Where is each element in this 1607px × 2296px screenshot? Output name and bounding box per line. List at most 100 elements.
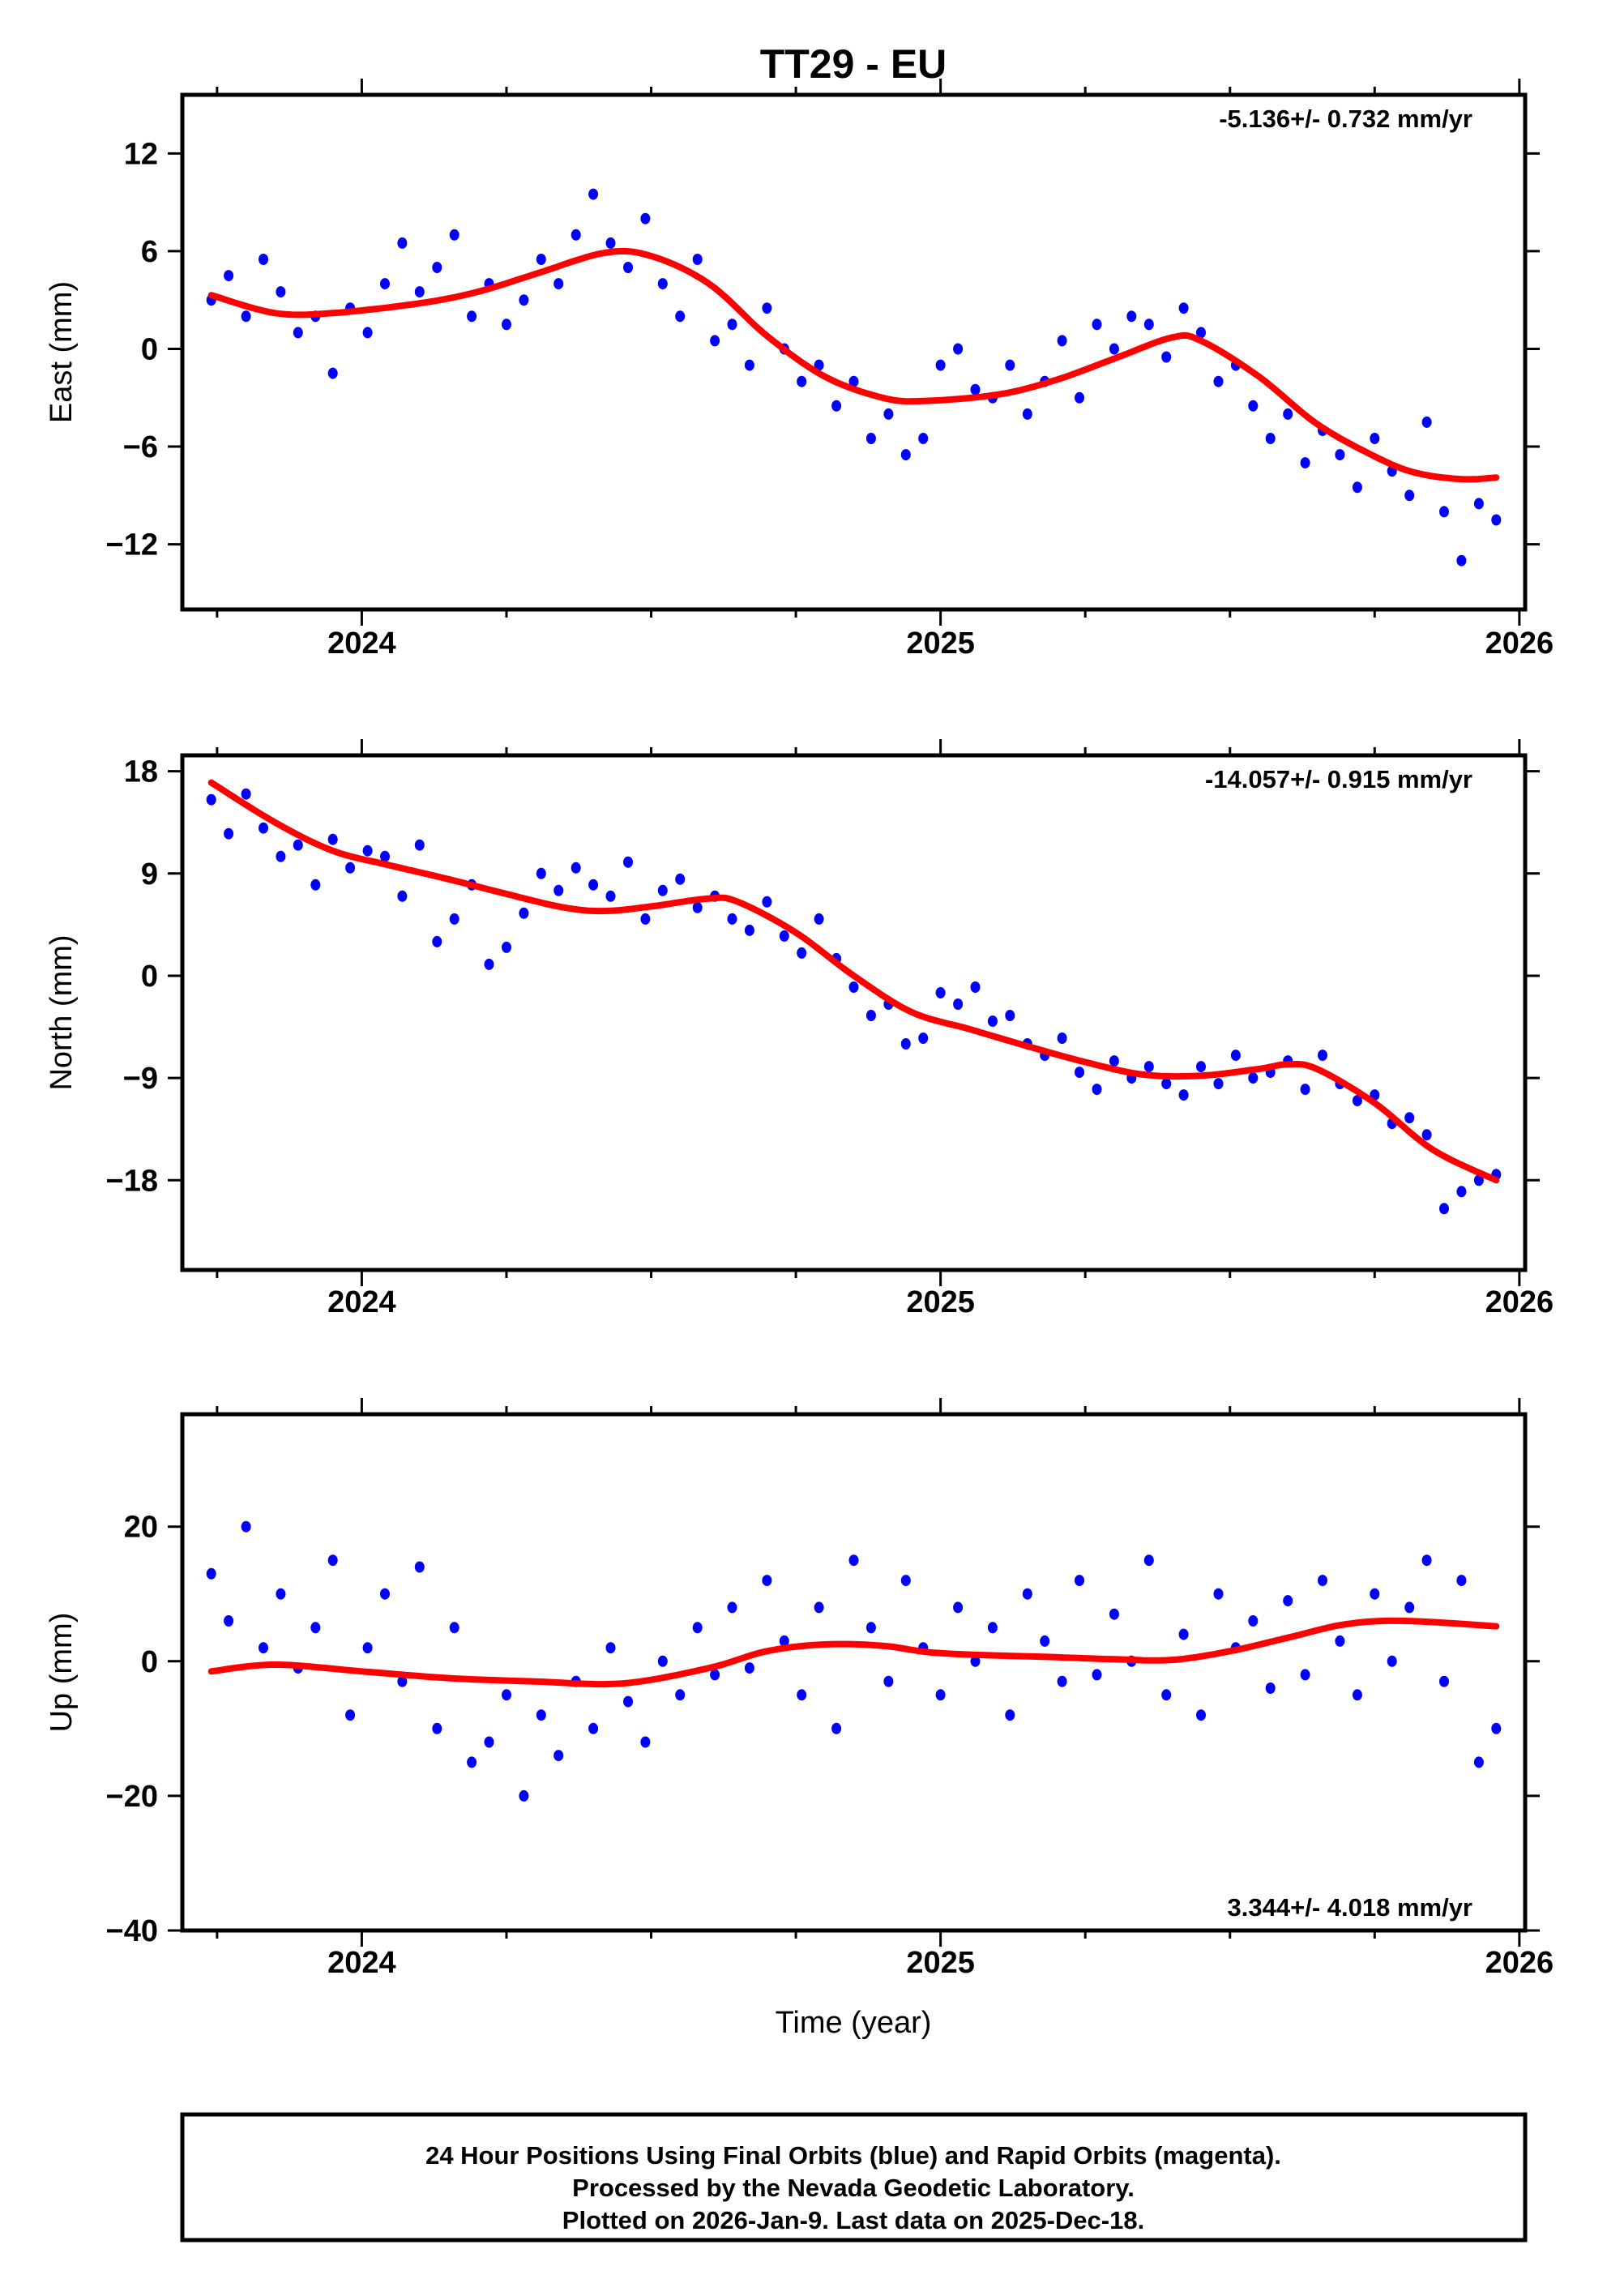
north-fit-curve xyxy=(207,779,1500,1184)
up-data-point xyxy=(692,1622,703,1634)
east-data-point xyxy=(1283,408,1293,420)
east-data-point xyxy=(1265,433,1276,444)
up-data-point xyxy=(1283,1595,1293,1607)
north-data-point xyxy=(241,788,251,800)
north-data-point xyxy=(553,884,564,896)
north-data-point xyxy=(623,856,633,868)
up-data-point xyxy=(970,1655,981,1667)
north-data-point xyxy=(953,998,964,1010)
east-data-point xyxy=(362,327,373,339)
chart-title: TT29 - EU xyxy=(760,41,947,87)
north-data-point xyxy=(362,844,373,857)
north-data-point xyxy=(1421,1129,1432,1141)
north-data-point xyxy=(1352,1095,1362,1107)
east-data-point xyxy=(692,254,703,265)
east-data-point xyxy=(1196,327,1206,339)
north-data-point xyxy=(1057,1033,1067,1044)
y-tick-label: 9 xyxy=(141,857,158,891)
footer-line-1: 24 Hour Positions Using Final Orbits (bl… xyxy=(425,2141,1281,2170)
up-data-point xyxy=(259,1642,268,1654)
east-data-point xyxy=(935,359,946,371)
up-data-point xyxy=(224,1615,234,1627)
east-data-point xyxy=(1248,400,1259,412)
up-data-point xyxy=(588,1722,599,1734)
north-data-point xyxy=(1005,1010,1015,1021)
east-data-point xyxy=(1109,343,1119,355)
east-data-point xyxy=(1161,351,1172,363)
east-data-point xyxy=(276,286,286,298)
y-tick-label: −12 xyxy=(106,528,158,562)
north-data-point xyxy=(1213,1078,1224,1090)
east-data-point xyxy=(259,254,268,265)
up-data-point xyxy=(449,1622,459,1634)
east-data-point xyxy=(1213,375,1224,387)
east-data-point xyxy=(675,310,686,323)
east-data-point xyxy=(744,359,754,371)
x-tick-label: 2025 xyxy=(906,1285,975,1319)
east-data-point xyxy=(865,433,876,444)
footer-line-2: Processed by the Nevada Geodetic Laborat… xyxy=(572,2174,1135,2202)
east-rate-label: -5.136+/- 0.732 mm/yr xyxy=(1219,105,1472,133)
east-data-point xyxy=(1005,359,1015,371)
north-data-point xyxy=(848,981,859,993)
north-data-point xyxy=(1092,1084,1102,1096)
up-data-point xyxy=(762,1575,772,1587)
north-data-point xyxy=(727,913,737,925)
up-data-point xyxy=(1387,1655,1397,1667)
east-data-point xyxy=(762,302,772,314)
north-data-point xyxy=(935,987,946,998)
east-data-point xyxy=(241,310,251,323)
east-data-point xyxy=(1335,449,1345,461)
north-data-point xyxy=(1248,1072,1259,1084)
east-data-point xyxy=(605,237,616,249)
up-data-point xyxy=(1473,1756,1484,1768)
up-data-point xyxy=(987,1622,998,1634)
east-fit-curve xyxy=(207,247,1500,483)
east-data-point xyxy=(502,319,511,331)
east-data-point xyxy=(953,343,964,355)
up-data-point xyxy=(727,1601,737,1614)
east-data-point xyxy=(848,375,859,387)
north-data-point xyxy=(432,935,442,947)
east-data-point xyxy=(553,278,564,290)
east-data-point xyxy=(1057,335,1067,347)
up-data-point xyxy=(1248,1615,1259,1627)
east-data-point xyxy=(1352,481,1362,494)
up-rate-label: 3.344+/- 4.018 mm/yr xyxy=(1228,1893,1472,1922)
north-data-point xyxy=(519,907,529,919)
up-data-point xyxy=(1005,1709,1015,1721)
east-data-point xyxy=(588,188,599,200)
up-data-point xyxy=(1022,1588,1032,1600)
north-data-point xyxy=(640,913,651,925)
east-data-point xyxy=(224,270,234,282)
east-data-point xyxy=(900,449,911,461)
north-data-point xyxy=(865,1010,876,1021)
east-data-point xyxy=(467,310,477,323)
east-data-point xyxy=(710,335,720,347)
up-data-point xyxy=(327,1554,338,1567)
up-data-point xyxy=(1300,1669,1310,1681)
y-tick-label: 12 xyxy=(124,137,158,171)
up-data-point xyxy=(484,1736,494,1748)
up-data-point xyxy=(1143,1554,1154,1567)
up-data-point xyxy=(1196,1709,1206,1721)
up-data-point xyxy=(1075,1575,1084,1587)
up-data-point xyxy=(1491,1722,1502,1734)
east-data-point xyxy=(414,286,425,298)
north-data-point xyxy=(259,822,268,834)
x-tick-label: 2024 xyxy=(327,1285,396,1319)
east-data-point xyxy=(327,367,338,379)
north-data-point xyxy=(918,1033,929,1044)
north-data-point xyxy=(744,924,754,936)
north-data-point xyxy=(1178,1089,1189,1101)
east-data-point xyxy=(1421,416,1432,428)
panel-east: 2024 2025 2026 12 6 0 −6 −12 East (mm) -5.136+/- … xyxy=(45,79,1554,661)
east-data-point xyxy=(1092,319,1102,331)
up-data-point xyxy=(605,1642,616,1654)
east-data-point xyxy=(1456,554,1467,567)
up-data-point xyxy=(848,1554,859,1567)
north-data-point xyxy=(797,947,807,959)
footer-box xyxy=(180,2112,1528,2243)
north-data-point xyxy=(345,862,356,874)
north-data-point xyxy=(1456,1186,1467,1198)
